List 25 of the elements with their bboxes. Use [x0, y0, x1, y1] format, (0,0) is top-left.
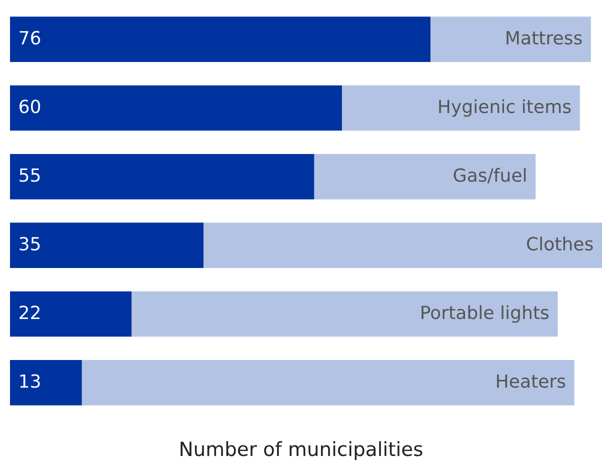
data-label: 13: [20, 374, 40, 388]
bar: [10, 360, 82, 406]
bar: [10, 154, 314, 200]
y-tick-label: Gas/fuel: [454, 168, 526, 184]
bar: [204, 222, 602, 268]
x-axis-title: Number of municipalities: [180, 441, 422, 460]
bar: [10, 85, 342, 131]
bar: [430, 16, 591, 62]
data-label: 60: [20, 100, 40, 114]
bar: [10, 291, 132, 337]
data-label: 35: [20, 236, 40, 251]
bar: [132, 291, 558, 337]
y-tick-label: Heaters: [497, 374, 566, 388]
data-label: 22: [20, 306, 40, 319]
y-tick-label: Portable lights: [422, 305, 549, 323]
data-label: 55: [20, 168, 40, 182]
bar: [82, 360, 574, 406]
y-tick-label: Clothes: [527, 236, 593, 251]
y-tick-label: Hygienic items: [439, 99, 571, 117]
bar: [10, 222, 204, 268]
bar: [10, 16, 430, 62]
y-tick-label: Mattress: [506, 31, 582, 45]
bar: [342, 85, 580, 131]
data-label: 76: [20, 30, 40, 45]
bar: [314, 154, 536, 200]
